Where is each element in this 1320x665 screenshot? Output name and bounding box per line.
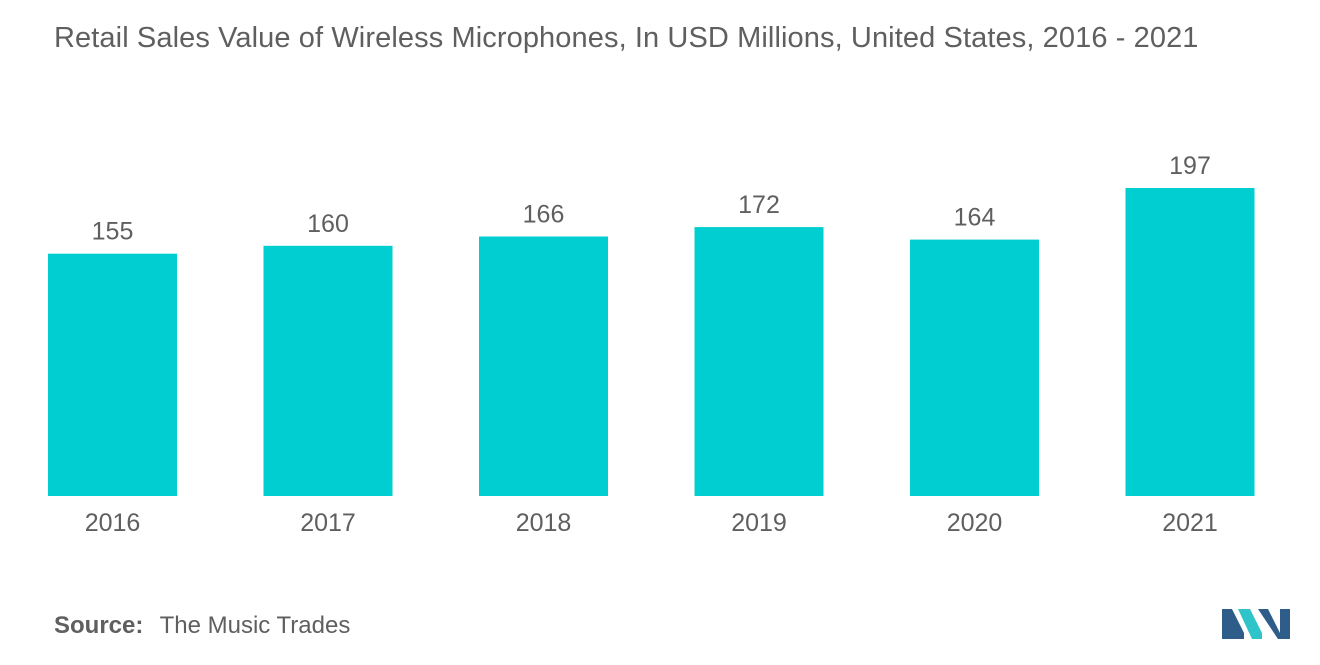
- source-label: Source:: [54, 612, 144, 639]
- logo-shape-left: [1222, 609, 1244, 639]
- x-tick-label-2019: 2019: [731, 509, 787, 537]
- data-label-2018: 166: [523, 201, 565, 229]
- bar-2019: [694, 227, 824, 496]
- data-label-2016: 155: [92, 218, 134, 246]
- data-label-2017: 160: [307, 210, 349, 238]
- source-text: The Music Trades: [159, 612, 351, 639]
- mordor-logo-icon: [1222, 609, 1290, 639]
- x-tick-label-2020: 2020: [947, 509, 1003, 537]
- x-tick-label-2021: 2021: [1162, 509, 1218, 537]
- data-label-2019: 172: [738, 191, 780, 219]
- source-note: Source: The Music Trades: [54, 612, 350, 640]
- bar-2021: [1125, 188, 1255, 496]
- bar-2018: [479, 236, 608, 496]
- data-label-2021: 197: [1169, 152, 1211, 180]
- logo-shape-right: [1258, 609, 1290, 639]
- x-tick-label-2016: 2016: [85, 509, 141, 537]
- x-tick-label-2018: 2018: [516, 509, 572, 537]
- data-label-2020: 164: [954, 204, 996, 232]
- bar-2017: [263, 245, 393, 496]
- x-tick-label-2017: 2017: [300, 509, 356, 537]
- logo-shape-mid: [1238, 609, 1262, 639]
- bar-2020: [910, 239, 1039, 496]
- bar-2016: [48, 253, 177, 496]
- chart-title: Retail Sales Value of Wireless Microphon…: [54, 22, 1199, 54]
